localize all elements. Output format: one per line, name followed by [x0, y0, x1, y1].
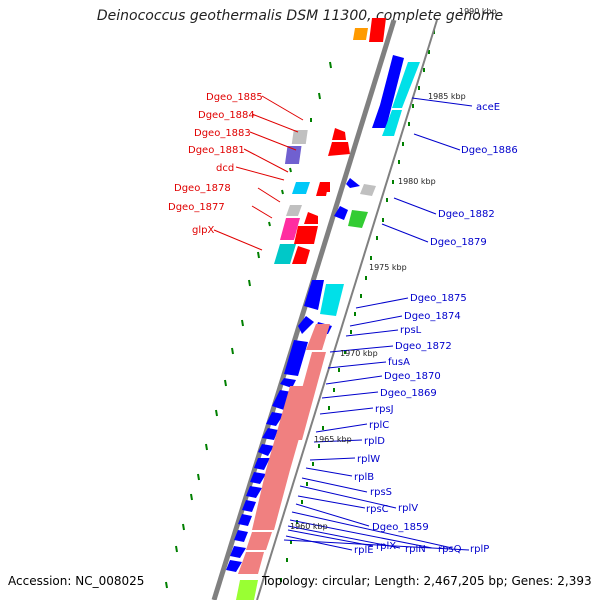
tick-label: 1980 kbp: [398, 177, 436, 186]
gene-block-acee: [372, 55, 420, 136]
tick-label: 1975 kbp: [369, 263, 407, 272]
tick-label: 1990 kbp: [459, 7, 497, 16]
gene-label: rpsL: [400, 325, 422, 336]
gene-label: rplB: [354, 472, 374, 483]
gene-pink-strip: [236, 352, 326, 600]
gene-label: Dgeo_1875: [410, 293, 467, 304]
tick-label: 1985 kbp: [428, 92, 466, 101]
gene-label: rplN: [405, 544, 426, 555]
gene-label: glpX: [192, 225, 214, 236]
tick-track: [280, 30, 435, 582]
connectors-right: [283, 97, 473, 551]
tick-labels: 1990 kbp 1985 kbp 1980 kbp 1975 kbp 1970…: [290, 7, 497, 531]
gene-label: Dgeo_1879: [430, 237, 487, 248]
gene-label: Dgeo_1878: [174, 183, 231, 194]
gene-label: rpsQ: [438, 544, 462, 555]
gene-label: Dgeo_1881: [188, 145, 245, 156]
gene-label: Dgeo_1882: [438, 209, 495, 220]
gene-label: dcd: [216, 163, 234, 174]
gene-label: rplX: [376, 541, 396, 552]
accession-text: Accession: NC_008025: [8, 574, 145, 588]
gene-label: rplP: [470, 544, 489, 555]
gene-label: Dgeo_1886: [461, 145, 518, 156]
gene-label: Dgeo_1870: [384, 371, 441, 382]
gene-label: Dgeo_1869: [380, 388, 437, 399]
backbone: [211, 19, 438, 600]
gene-label: rpsS: [370, 487, 392, 498]
gene-label: Dgeo_1859: [372, 522, 429, 533]
gene-label: rplC: [369, 420, 389, 431]
gene-label: aceE: [476, 102, 500, 113]
genome-title: Deinococcus geothermalis DSM 11300, comp…: [96, 8, 504, 24]
gene-cluster-left: [274, 128, 350, 264]
labels-left: Dgeo_1885 Dgeo_1884 Dgeo_1883 Dgeo_1881 …: [168, 92, 263, 236]
tick-label: 1960 kbp: [290, 522, 328, 531]
gene-label: rpsJ: [375, 404, 394, 415]
connectors-left: [213, 95, 304, 251]
gene-label: rpsC: [366, 504, 389, 515]
gene-label: Dgeo_1872: [395, 341, 452, 352]
gene-label: rplE: [354, 545, 374, 556]
gene-label: Dgeo_1884: [198, 110, 255, 121]
gene-operon-ribosomal: [226, 280, 344, 572]
gene-label: Dgeo_1885: [206, 92, 263, 103]
tick-label: 1965 kbp: [314, 435, 352, 444]
gene-label: Dgeo_1877: [168, 202, 225, 213]
top-genes: [353, 18, 386, 42]
gene-label: fusA: [388, 357, 410, 368]
gene-label: Dgeo_1874: [404, 311, 461, 322]
tick-label: 1970 kbp: [340, 349, 378, 358]
topology-text: Topology: circular; Length: 2,467,205 bp…: [262, 574, 592, 588]
gene-label: rplD: [364, 436, 385, 447]
gene-label: rplV: [398, 503, 418, 514]
gene-label: Dgeo_1883: [194, 128, 251, 139]
gene-label: rplW: [357, 454, 380, 465]
gene-cluster-1980: [334, 178, 376, 228]
labels-right: aceE Dgeo_1886 Dgeo_1882 Dgeo_1879 Dgeo_…: [354, 102, 518, 556]
